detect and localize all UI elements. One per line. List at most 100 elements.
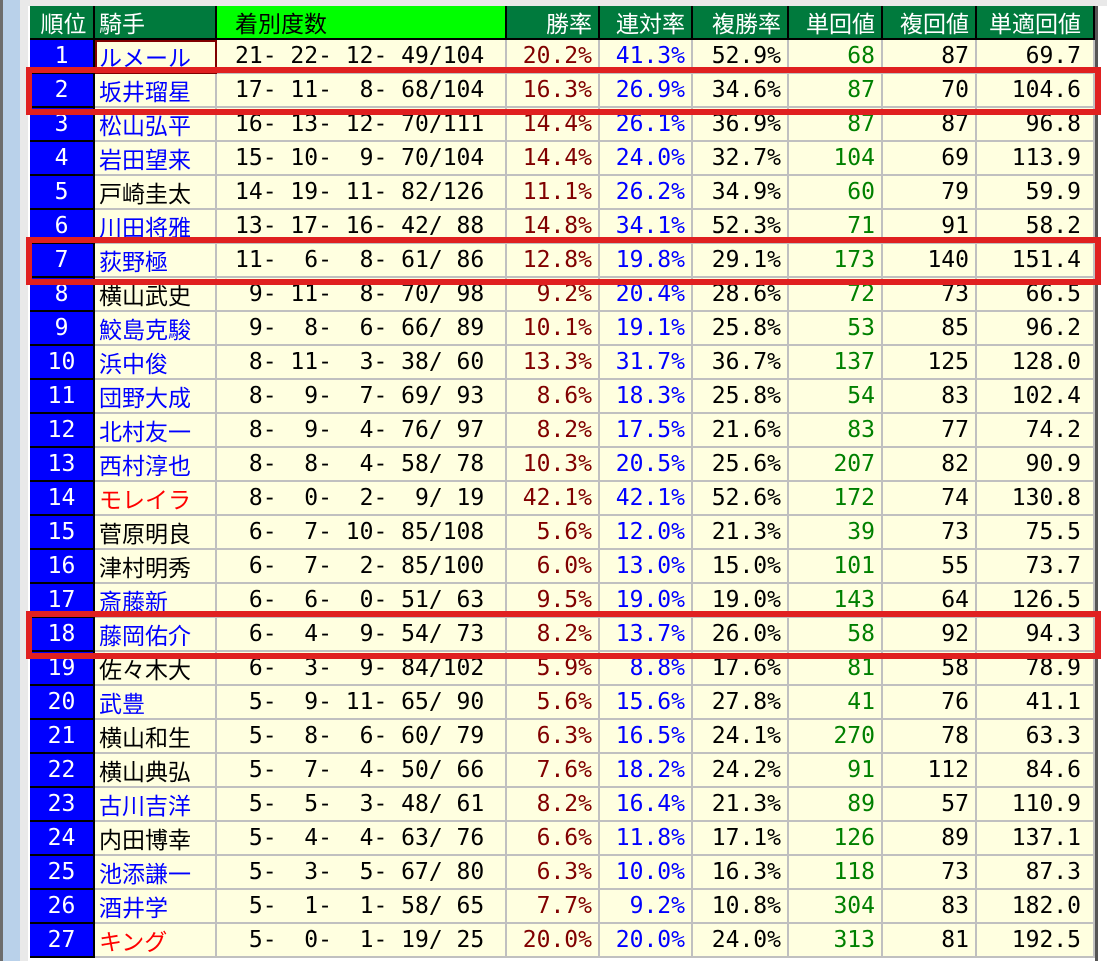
table-row[interactable]: 2 坂井瑠星 17- 11- 8- 68/104 16.3% 26.9% 34.6% 87 7…: [26, 67, 1101, 115]
jockey-name-cell[interactable]: 横山武史: [95, 278, 217, 312]
win-return-cell[interactable]: 89: [789, 788, 883, 822]
win-rate-cell[interactable]: 5.9%: [507, 652, 600, 686]
table-row[interactable]: 26 酒井学 5- 1- 1- 58/ 65 7.7% 9.2% 10.8% 304 83 1…: [30, 890, 1095, 924]
table-row[interactable]: 10 浜中俊 8- 11- 3- 38/ 60 13.3% 31.7% 36.7% 137…: [30, 346, 1095, 380]
jockey-name-cell[interactable]: キング: [95, 924, 217, 958]
place-return-cell[interactable]: 73: [883, 856, 977, 890]
table-row[interactable]: 5 戸崎圭太 14- 19- 11- 82/126 11.1% 26.2% 34.9% 60…: [30, 176, 1095, 210]
place-return-cell[interactable]: 55: [883, 550, 977, 584]
win-return-cell[interactable]: 58: [789, 618, 883, 652]
win-return-cell[interactable]: 54: [789, 380, 883, 414]
rank-cell[interactable]: 1: [30, 40, 95, 74]
header-jockey[interactable]: 騎手: [95, 6, 217, 40]
table-row[interactable]: 19 佐々木大 6- 3- 9- 84/102 5.9% 8.8% 17.6% 81 58 7…: [30, 652, 1095, 686]
top3-rate-cell[interactable]: 21.6%: [693, 414, 789, 448]
place-return-cell[interactable]: 125: [883, 346, 977, 380]
win-rate-cell[interactable]: 13.3%: [507, 346, 600, 380]
record-cell[interactable]: 8- 11- 3- 38/ 60: [217, 346, 507, 380]
adjusted-win-return-cell[interactable]: 63.3: [977, 720, 1095, 754]
top3-rate-cell[interactable]: 36.7%: [693, 346, 789, 380]
win-return-cell[interactable]: 87: [789, 74, 883, 108]
adjusted-win-return-cell[interactable]: 192.5: [977, 924, 1095, 958]
top2-rate-cell[interactable]: 41.3%: [600, 40, 693, 74]
win-return-cell[interactable]: 143: [789, 584, 883, 618]
place-return-cell[interactable]: 83: [883, 380, 977, 414]
top2-rate-cell[interactable]: 19.8%: [600, 244, 693, 278]
record-cell[interactable]: 8- 9- 7- 69/ 93: [217, 380, 507, 414]
table-row[interactable]: 18 藤岡佑介 6- 4- 9- 54/ 73 8.2% 13.7% 26.0% 58 92…: [26, 611, 1101, 659]
top2-rate-cell[interactable]: 26.2%: [600, 176, 693, 210]
table-row[interactable]: 22 横山典弘 5- 7- 4- 50/ 66 7.6% 18.2% 24.2% 91 11…: [30, 754, 1095, 788]
adjusted-win-return-cell[interactable]: 182.0: [977, 890, 1095, 924]
top3-rate-cell[interactable]: 24.2%: [693, 754, 789, 788]
table-row[interactable]: 17 斎藤新 6- 6- 0- 51/ 63 9.5% 19.0% 19.0% 143 64…: [30, 584, 1095, 618]
win-return-cell[interactable]: 101: [789, 550, 883, 584]
rank-cell[interactable]: 23: [30, 788, 95, 822]
jockey-name-cell[interactable]: 西村淳也: [95, 448, 217, 482]
top2-rate-cell[interactable]: 12.0%: [600, 516, 693, 550]
top3-rate-cell[interactable]: 28.6%: [693, 278, 789, 312]
adjusted-win-return-cell[interactable]: 110.9: [977, 788, 1095, 822]
top2-rate-cell[interactable]: 24.0%: [600, 142, 693, 176]
record-cell[interactable]: 5- 4- 4- 63/ 76: [217, 822, 507, 856]
place-return-cell[interactable]: 73: [883, 278, 977, 312]
record-cell[interactable]: 6- 3- 9- 84/102: [217, 652, 507, 686]
win-return-cell[interactable]: 41: [789, 686, 883, 720]
adjusted-win-return-cell[interactable]: 73.7: [977, 550, 1095, 584]
jockey-name-cell[interactable]: 津村明秀: [95, 550, 217, 584]
place-return-cell[interactable]: 82: [883, 448, 977, 482]
header-place-return[interactable]: 複回値: [883, 6, 977, 40]
table-row[interactable]: 14 モレイラ 8- 0- 2- 9/ 19 42.1% 42.1% 52.6% 172 7…: [30, 482, 1095, 516]
header-rank[interactable]: 順位: [30, 6, 95, 40]
top3-rate-cell[interactable]: 16.3%: [693, 856, 789, 890]
jockey-name-cell[interactable]: 斎藤新: [95, 584, 217, 618]
top3-rate-cell[interactable]: 17.1%: [693, 822, 789, 856]
top3-rate-cell[interactable]: 52.3%: [693, 210, 789, 244]
jockey-name-cell[interactable]: 団野大成: [95, 380, 217, 414]
jockey-name-cell[interactable]: 菅原明良: [95, 516, 217, 550]
record-cell[interactable]: 8- 0- 2- 9/ 19: [217, 482, 507, 516]
place-return-cell[interactable]: 83: [883, 890, 977, 924]
adjusted-win-return-cell[interactable]: 69.7: [977, 40, 1095, 74]
jockey-name-cell[interactable]: ルメール: [95, 40, 217, 74]
jockey-name-cell[interactable]: 坂井瑠星: [95, 74, 217, 108]
adjusted-win-return-cell[interactable]: 102.4: [977, 380, 1095, 414]
rank-cell[interactable]: 7: [30, 244, 95, 278]
win-rate-cell[interactable]: 5.6%: [507, 516, 600, 550]
table-row[interactable]: 20 武豊 5- 9- 11- 65/ 90 5.6% 15.6% 27.8% 41 76 4…: [30, 686, 1095, 720]
jockey-name-cell[interactable]: 岩田望来: [95, 142, 217, 176]
win-return-cell[interactable]: 126: [789, 822, 883, 856]
win-rate-cell[interactable]: 7.6%: [507, 754, 600, 788]
record-cell[interactable]: 8- 9- 4- 76/ 97: [217, 414, 507, 448]
win-return-cell[interactable]: 87: [789, 108, 883, 142]
adjusted-win-return-cell[interactable]: 78.9: [977, 652, 1095, 686]
top3-rate-cell[interactable]: 10.8%: [693, 890, 789, 924]
win-return-cell[interactable]: 39: [789, 516, 883, 550]
record-cell[interactable]: 11- 6- 8- 61/ 86: [217, 244, 507, 278]
win-rate-cell[interactable]: 16.3%: [507, 74, 600, 108]
record-cell[interactable]: 8- 8- 4- 58/ 78: [217, 448, 507, 482]
top2-rate-cell[interactable]: 9.2%: [600, 890, 693, 924]
jockey-name-cell[interactable]: 鮫島克駿: [95, 312, 217, 346]
adjusted-win-return-cell[interactable]: 113.9: [977, 142, 1095, 176]
top3-rate-cell[interactable]: 25.8%: [693, 380, 789, 414]
place-return-cell[interactable]: 57: [883, 788, 977, 822]
top3-rate-cell[interactable]: 25.8%: [693, 312, 789, 346]
top3-rate-cell[interactable]: 21.3%: [693, 516, 789, 550]
jockey-name-cell[interactable]: 川田将雅: [95, 210, 217, 244]
top2-rate-cell[interactable]: 19.0%: [600, 584, 693, 618]
place-return-cell[interactable]: 92: [883, 618, 977, 652]
record-cell[interactable]: 13- 17- 16- 42/ 88: [217, 210, 507, 244]
table-row[interactable]: 25 池添謙一 5- 3- 5- 67/ 80 6.3% 10.0% 16.3% 118 7…: [30, 856, 1095, 890]
header-adjusted-win-return[interactable]: 単適回値: [977, 6, 1095, 40]
table-row[interactable]: 1 ルメール 21- 22- 12- 49/104 20.2% 41.3% 52.9% 68…: [30, 40, 1095, 74]
table-row[interactable]: 15 菅原明良 6- 7- 10- 85/108 5.6% 12.0% 21.3% 39 7…: [30, 516, 1095, 550]
place-return-cell[interactable]: 69: [883, 142, 977, 176]
jockey-name-cell[interactable]: 武豊: [95, 686, 217, 720]
jockey-name-cell[interactable]: 佐々木大: [95, 652, 217, 686]
table-row[interactable]: 6 川田将雅 13- 17- 16- 42/ 88 14.8% 34.1% 52.3% 71…: [30, 210, 1095, 244]
win-rate-cell[interactable]: 8.2%: [507, 414, 600, 448]
jockey-name-cell[interactable]: 池添謙一: [95, 856, 217, 890]
place-return-cell[interactable]: 77: [883, 414, 977, 448]
win-rate-cell[interactable]: 6.3%: [507, 856, 600, 890]
